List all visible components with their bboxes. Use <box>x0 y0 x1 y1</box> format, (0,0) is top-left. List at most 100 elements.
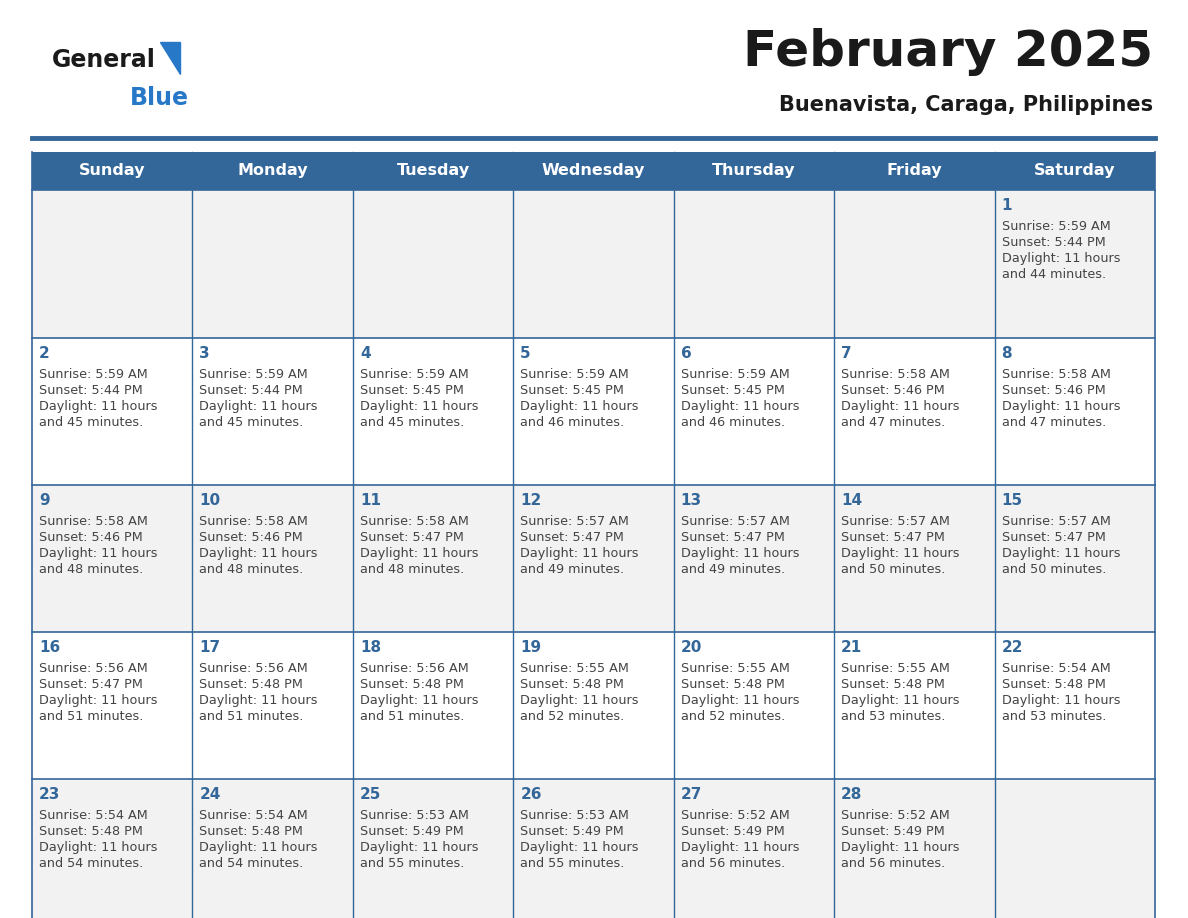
Text: Daylight: 11 hours: Daylight: 11 hours <box>520 547 639 560</box>
Text: and 48 minutes.: and 48 minutes. <box>39 563 144 576</box>
Text: 6: 6 <box>681 346 691 361</box>
Text: Daylight: 11 hours: Daylight: 11 hours <box>1001 400 1120 413</box>
Text: Daylight: 11 hours: Daylight: 11 hours <box>200 400 318 413</box>
Text: 24: 24 <box>200 787 221 802</box>
Text: Sunrise: 5:54 AM: Sunrise: 5:54 AM <box>1001 662 1111 675</box>
Text: and 49 minutes.: and 49 minutes. <box>520 563 625 576</box>
Text: Sunrise: 5:53 AM: Sunrise: 5:53 AM <box>360 809 469 822</box>
Text: Sunrise: 5:57 AM: Sunrise: 5:57 AM <box>520 515 630 528</box>
Text: Sunset: 5:48 PM: Sunset: 5:48 PM <box>520 678 624 691</box>
Text: Sunrise: 5:55 AM: Sunrise: 5:55 AM <box>520 662 630 675</box>
Text: and 51 minutes.: and 51 minutes. <box>200 710 304 723</box>
Text: Daylight: 11 hours: Daylight: 11 hours <box>841 694 960 707</box>
Text: Sunset: 5:48 PM: Sunset: 5:48 PM <box>39 825 143 838</box>
Text: Daylight: 11 hours: Daylight: 11 hours <box>360 400 479 413</box>
Text: 11: 11 <box>360 493 381 508</box>
Text: Sunrise: 5:59 AM: Sunrise: 5:59 AM <box>39 368 147 381</box>
Text: Daylight: 11 hours: Daylight: 11 hours <box>200 841 318 854</box>
Text: Daylight: 11 hours: Daylight: 11 hours <box>841 841 960 854</box>
Text: Sunset: 5:48 PM: Sunset: 5:48 PM <box>360 678 463 691</box>
Text: Sunrise: 5:59 AM: Sunrise: 5:59 AM <box>360 368 468 381</box>
Bar <box>32 779 1155 918</box>
Text: Sunset: 5:48 PM: Sunset: 5:48 PM <box>200 825 303 838</box>
Text: Sunrise: 5:57 AM: Sunrise: 5:57 AM <box>1001 515 1111 528</box>
Text: Sunset: 5:44 PM: Sunset: 5:44 PM <box>200 384 303 397</box>
Text: Daylight: 11 hours: Daylight: 11 hours <box>1001 252 1120 265</box>
Bar <box>32 632 1155 779</box>
Text: and 46 minutes.: and 46 minutes. <box>520 416 625 429</box>
Text: Daylight: 11 hours: Daylight: 11 hours <box>841 400 960 413</box>
Text: Daylight: 11 hours: Daylight: 11 hours <box>841 547 960 560</box>
Text: and 54 minutes.: and 54 minutes. <box>39 857 144 870</box>
Text: Sunset: 5:47 PM: Sunset: 5:47 PM <box>360 531 463 544</box>
Text: Thursday: Thursday <box>712 163 796 178</box>
Text: Sunset: 5:49 PM: Sunset: 5:49 PM <box>360 825 463 838</box>
Text: Sunrise: 5:59 AM: Sunrise: 5:59 AM <box>200 368 308 381</box>
Text: Sunrise: 5:57 AM: Sunrise: 5:57 AM <box>681 515 790 528</box>
Text: 14: 14 <box>841 493 862 508</box>
Text: 17: 17 <box>200 640 221 655</box>
Text: Daylight: 11 hours: Daylight: 11 hours <box>1001 547 1120 560</box>
Text: Sunrise: 5:58 AM: Sunrise: 5:58 AM <box>1001 368 1111 381</box>
Text: Sunset: 5:44 PM: Sunset: 5:44 PM <box>39 384 143 397</box>
Text: 21: 21 <box>841 640 862 655</box>
Text: 25: 25 <box>360 787 381 802</box>
Text: Sunrise: 5:58 AM: Sunrise: 5:58 AM <box>200 515 309 528</box>
Text: Sunset: 5:45 PM: Sunset: 5:45 PM <box>520 384 624 397</box>
Bar <box>32 338 1155 485</box>
Text: Sunset: 5:46 PM: Sunset: 5:46 PM <box>1001 384 1105 397</box>
Text: and 47 minutes.: and 47 minutes. <box>841 416 946 429</box>
Text: Daylight: 11 hours: Daylight: 11 hours <box>39 841 158 854</box>
Text: Sunset: 5:48 PM: Sunset: 5:48 PM <box>200 678 303 691</box>
Text: Daylight: 11 hours: Daylight: 11 hours <box>520 694 639 707</box>
Text: Sunset: 5:47 PM: Sunset: 5:47 PM <box>520 531 624 544</box>
Text: Wednesday: Wednesday <box>542 163 645 178</box>
Text: Daylight: 11 hours: Daylight: 11 hours <box>39 400 158 413</box>
Text: and 46 minutes.: and 46 minutes. <box>681 416 785 429</box>
Bar <box>32 485 1155 632</box>
Text: Sunset: 5:46 PM: Sunset: 5:46 PM <box>200 531 303 544</box>
Text: Daylight: 11 hours: Daylight: 11 hours <box>1001 694 1120 707</box>
Text: 27: 27 <box>681 787 702 802</box>
Text: and 47 minutes.: and 47 minutes. <box>1001 416 1106 429</box>
Text: Sunrise: 5:59 AM: Sunrise: 5:59 AM <box>520 368 628 381</box>
Text: 9: 9 <box>39 493 50 508</box>
Text: Blue: Blue <box>129 86 189 110</box>
Text: and 53 minutes.: and 53 minutes. <box>1001 710 1106 723</box>
Text: Sunrise: 5:57 AM: Sunrise: 5:57 AM <box>841 515 950 528</box>
Text: and 51 minutes.: and 51 minutes. <box>39 710 144 723</box>
Text: 20: 20 <box>681 640 702 655</box>
Text: February 2025: February 2025 <box>742 28 1154 76</box>
Text: Daylight: 11 hours: Daylight: 11 hours <box>200 547 318 560</box>
Text: Sunrise: 5:59 AM: Sunrise: 5:59 AM <box>1001 220 1111 233</box>
Text: Buenavista, Caraga, Philippines: Buenavista, Caraga, Philippines <box>779 95 1154 115</box>
Text: Daylight: 11 hours: Daylight: 11 hours <box>39 547 158 560</box>
Text: 26: 26 <box>520 787 542 802</box>
Text: 1: 1 <box>1001 198 1012 213</box>
Text: and 45 minutes.: and 45 minutes. <box>200 416 304 429</box>
Text: and 48 minutes.: and 48 minutes. <box>360 563 465 576</box>
Text: 13: 13 <box>681 493 702 508</box>
Text: 12: 12 <box>520 493 542 508</box>
Text: Daylight: 11 hours: Daylight: 11 hours <box>360 694 479 707</box>
Text: 7: 7 <box>841 346 852 361</box>
Text: Sunrise: 5:54 AM: Sunrise: 5:54 AM <box>200 809 308 822</box>
Text: and 50 minutes.: and 50 minutes. <box>841 563 946 576</box>
Text: Daylight: 11 hours: Daylight: 11 hours <box>520 400 639 413</box>
Text: Sunrise: 5:56 AM: Sunrise: 5:56 AM <box>39 662 147 675</box>
Text: Sunrise: 5:55 AM: Sunrise: 5:55 AM <box>681 662 790 675</box>
Text: Daylight: 11 hours: Daylight: 11 hours <box>681 547 800 560</box>
Text: and 53 minutes.: and 53 minutes. <box>841 710 946 723</box>
Text: 22: 22 <box>1001 640 1023 655</box>
Text: Daylight: 11 hours: Daylight: 11 hours <box>681 694 800 707</box>
Text: Sunrise: 5:53 AM: Sunrise: 5:53 AM <box>520 809 630 822</box>
Text: 23: 23 <box>39 787 61 802</box>
Text: Sunrise: 5:58 AM: Sunrise: 5:58 AM <box>39 515 147 528</box>
Text: 18: 18 <box>360 640 381 655</box>
Polygon shape <box>160 42 181 74</box>
Text: Tuesday: Tuesday <box>397 163 469 178</box>
Text: Sunset: 5:48 PM: Sunset: 5:48 PM <box>841 678 944 691</box>
Text: 28: 28 <box>841 787 862 802</box>
Text: Sunrise: 5:59 AM: Sunrise: 5:59 AM <box>681 368 790 381</box>
Text: 8: 8 <box>1001 346 1012 361</box>
